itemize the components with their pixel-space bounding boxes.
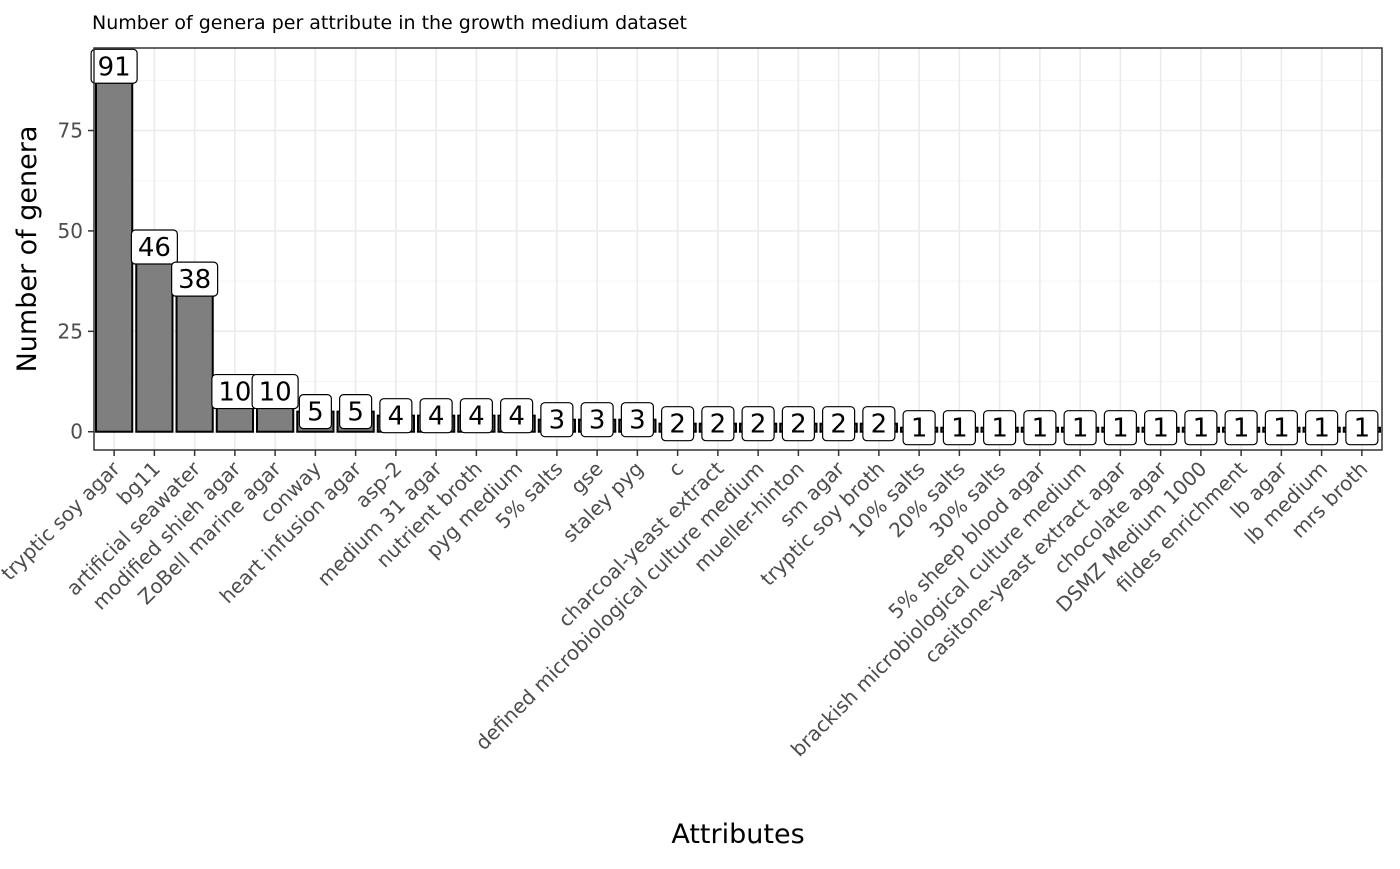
data-label: 1 [1273,414,1290,444]
y-tick-label: 0 [70,420,83,444]
data-label-box [1305,410,1339,446]
data-label: 10 [218,378,251,408]
data-label-box [942,410,976,446]
data-label-box [1224,410,1258,446]
data-label: 2 [871,410,888,440]
data-label: 2 [830,410,847,440]
data-label: 2 [750,410,767,440]
data-label-box [1184,410,1218,446]
data-label: 5 [307,398,324,428]
grid-lines [94,48,1382,450]
data-label-box [540,402,574,438]
y-tick-label: 50 [58,219,83,243]
data-label: 4 [508,402,525,432]
x-axis-title: Attributes [671,819,804,850]
data-label-box [171,261,219,297]
data-label: 5 [347,398,364,428]
data-label-box [983,410,1017,446]
data-label-box [580,402,614,438]
data-label: 1 [1193,414,1210,444]
data-label-box [822,406,856,442]
data-label: 1 [1152,414,1169,444]
data-label: 46 [138,233,171,263]
data-label-box [459,398,493,434]
data-label-box [1023,410,1057,446]
bar [175,278,214,433]
data-label: 2 [790,410,807,440]
data-label: 3 [589,406,606,436]
data-label-box [90,48,138,84]
data-label: 4 [388,402,405,432]
data-label-box [1345,410,1379,446]
data-label-box [419,398,453,434]
data-label-box [781,406,815,442]
data-label: 2 [669,410,686,440]
x-tick-label: c [663,457,688,482]
data-label: 10 [259,378,292,408]
data-label: 1 [1112,414,1129,444]
panel-border [93,47,1383,451]
data-label: 38 [178,265,211,295]
data-label: 91 [98,52,131,82]
data-label: 4 [468,402,485,432]
y-tick-label: 75 [58,119,83,143]
data-label-box [379,398,413,434]
data-label: 1 [951,414,968,444]
data-label-box [1144,410,1178,446]
data-label: 1 [911,414,928,444]
data-label-box [130,229,178,265]
data-label: 1 [1233,414,1250,444]
data-label: 4 [428,402,445,432]
data-label-box [620,402,654,438]
data-label-box [701,406,735,442]
data-label-box [661,406,695,442]
data-label-box [500,398,534,434]
data-label-box [1063,410,1097,446]
data-label-box [1103,410,1137,446]
data-label: 3 [549,406,566,436]
data-label: 1 [1354,414,1371,444]
data-label-box [298,394,332,430]
data-label-box [251,373,299,410]
data-label-box [1264,410,1298,446]
data-label: 1 [1032,414,1049,444]
y-tick-label: 25 [58,319,83,343]
data-label-box [862,406,896,442]
data-label: 3 [629,406,646,436]
bar [95,65,134,433]
data-label: 1 [1313,414,1330,444]
data-label-box [741,406,775,442]
data-label: 1 [1072,414,1089,444]
data-label: 1 [991,414,1008,444]
bar [135,245,174,433]
y-axis-title: Number of genera [12,126,43,373]
data-label: 2 [710,410,727,440]
chart-title: Number of genera per attribute in the gr… [92,12,687,34]
data-label-box [339,394,373,430]
data-label-box [902,410,936,446]
